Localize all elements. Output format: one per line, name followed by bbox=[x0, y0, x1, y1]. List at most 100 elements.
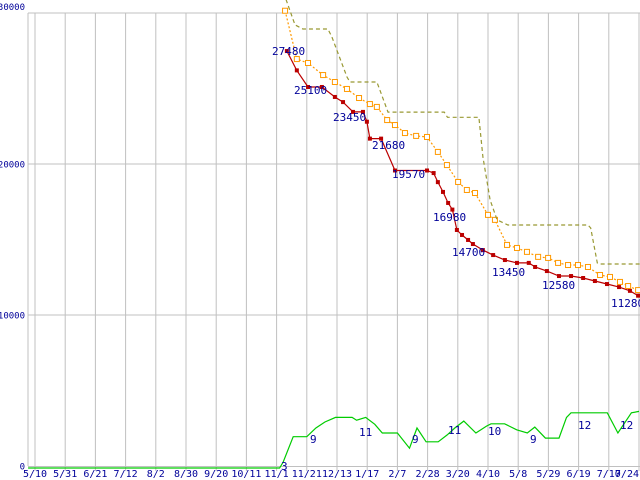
data-point-marker bbox=[514, 260, 519, 265]
x-axis-label: 5/31 bbox=[53, 469, 77, 480]
price-label: 13450 bbox=[492, 266, 525, 279]
data-point-marker bbox=[491, 253, 496, 258]
data-point-marker bbox=[635, 287, 640, 294]
data-point-marker bbox=[305, 59, 312, 66]
x-axis-label: 9/20 bbox=[204, 469, 228, 480]
data-point-marker bbox=[504, 241, 511, 248]
data-point-marker bbox=[319, 84, 324, 89]
store-count-label: 9 bbox=[412, 433, 419, 446]
data-point-marker bbox=[367, 136, 372, 141]
data-point-marker bbox=[356, 95, 363, 102]
data-point-marker bbox=[480, 248, 485, 253]
store-count-label: 12 bbox=[578, 419, 591, 432]
x-axis-label: 4/10 bbox=[476, 469, 500, 480]
x-axis-label: 5/8 bbox=[509, 469, 527, 480]
data-point-marker bbox=[379, 136, 384, 141]
data-point-marker bbox=[470, 242, 475, 247]
data-point-marker bbox=[617, 285, 622, 290]
data-point-marker bbox=[443, 162, 450, 169]
store-count-label: 9 bbox=[530, 433, 537, 446]
data-point-marker bbox=[282, 7, 289, 14]
y-axis-label: 20000 bbox=[0, 161, 25, 171]
data-point-marker bbox=[401, 130, 408, 137]
price-label: 25100 bbox=[294, 84, 327, 97]
price-label: 21680 bbox=[372, 139, 405, 152]
data-point-marker bbox=[491, 216, 498, 223]
data-point-marker bbox=[636, 293, 640, 298]
x-axis-label: 11/21 bbox=[292, 469, 322, 480]
data-point-marker bbox=[360, 109, 365, 114]
data-point-marker bbox=[597, 271, 604, 278]
data-point-marker bbox=[364, 119, 369, 124]
store-count-label: 3 bbox=[281, 460, 288, 473]
data-point-marker bbox=[607, 273, 614, 280]
x-axis-label: 5/29 bbox=[536, 469, 560, 480]
data-point-marker bbox=[526, 260, 531, 265]
data-point-marker bbox=[341, 100, 346, 105]
data-point-marker bbox=[294, 68, 299, 73]
axis-labels: 30000 20000 10000 05/10 5/31 6/21 7/12 8/2 8/30 9… bbox=[0, 3, 639, 480]
data-point-marker bbox=[431, 171, 436, 176]
data-point-marker bbox=[466, 237, 471, 242]
data-point-marker bbox=[293, 56, 300, 63]
data-point-marker bbox=[351, 109, 356, 114]
x-axis-label: 2/28 bbox=[416, 469, 440, 480]
x-axis-label: 3/20 bbox=[446, 469, 470, 480]
price-label: 14700 bbox=[452, 246, 485, 259]
price-label: 11280 bbox=[611, 297, 640, 310]
data-point-marker bbox=[343, 85, 350, 92]
data-point-marker bbox=[556, 274, 561, 279]
data-point-marker bbox=[472, 189, 479, 196]
x-axis-label: 7/24 bbox=[615, 469, 639, 480]
x-axis-label: 7/12 bbox=[114, 469, 138, 480]
data-point-marker bbox=[460, 232, 465, 237]
lowest-price-line bbox=[286, 50, 639, 297]
data-point-marker bbox=[544, 269, 549, 274]
x-axis-label: 10/11 bbox=[231, 469, 261, 480]
data-point-marker bbox=[366, 101, 373, 108]
store-count-label: 9 bbox=[310, 433, 317, 446]
data-point-marker bbox=[565, 262, 572, 269]
average-price-markers bbox=[282, 7, 640, 294]
x-axis-label: 7/10 bbox=[597, 469, 621, 480]
data-point-marker bbox=[413, 132, 420, 139]
data-point-marker bbox=[446, 200, 451, 205]
data-point-marker bbox=[545, 254, 552, 261]
x-axis-label: 1/17 bbox=[355, 469, 379, 480]
data-point-marker bbox=[373, 103, 380, 110]
data-point-marker bbox=[441, 189, 446, 194]
data-point-marker bbox=[392, 168, 397, 173]
data-point-marker bbox=[454, 227, 459, 232]
y-axis-label: 30000 bbox=[0, 3, 25, 13]
data-point-marker bbox=[569, 274, 574, 279]
price-label: 27480 bbox=[272, 45, 305, 58]
x-axis-label: 6/21 bbox=[83, 469, 107, 480]
point-value-labels: 27480 25100 23450 21680 19570 16980 14700 13450… bbox=[272, 45, 640, 473]
data-point-marker bbox=[584, 263, 591, 270]
lowest-price-markers bbox=[284, 49, 640, 298]
data-point-marker bbox=[391, 122, 398, 129]
data-point-marker bbox=[523, 248, 530, 255]
store-count-label: 10 bbox=[488, 425, 501, 438]
data-point-marker bbox=[513, 244, 520, 251]
data-point-marker bbox=[384, 117, 391, 124]
data-point-marker bbox=[463, 186, 470, 193]
price-label: 16980 bbox=[433, 211, 466, 224]
data-point-marker bbox=[320, 72, 327, 79]
average-price-series bbox=[282, 7, 640, 294]
data-point-marker bbox=[423, 133, 430, 140]
data-point-marker bbox=[332, 94, 337, 99]
data-point-marker bbox=[533, 264, 538, 269]
store-count-label: 11 bbox=[448, 424, 461, 437]
data-point-marker bbox=[502, 258, 507, 263]
x-axis-label: 12/13 bbox=[322, 469, 352, 480]
average-price-line bbox=[284, 10, 639, 291]
x-axis-label: 8/2 bbox=[147, 469, 165, 480]
data-point-marker bbox=[306, 84, 311, 89]
x-axis-label: 11/1 bbox=[265, 469, 289, 480]
data-point-marker bbox=[284, 49, 289, 54]
price-label: 19570 bbox=[392, 168, 425, 181]
